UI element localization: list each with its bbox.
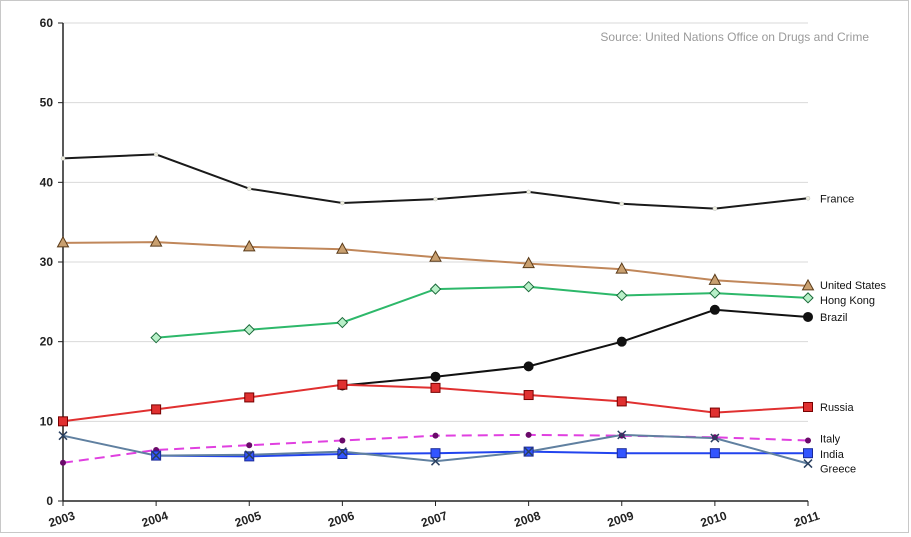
marker-united-states <box>429 250 442 262</box>
marker-hong-kong <box>336 316 349 329</box>
marker-greece <box>803 459 813 469</box>
marker-brazil <box>803 311 813 322</box>
marker-india <box>244 451 255 462</box>
marker-france <box>153 152 159 157</box>
source-note: Source: United Nations Office on Drugs a… <box>600 30 869 44</box>
marker-united-states <box>56 235 70 248</box>
marker-russia <box>151 404 162 415</box>
xtick-label: 2011 <box>792 508 821 529</box>
marker-france <box>526 189 531 195</box>
marker-france <box>340 200 345 206</box>
marker-france <box>619 201 624 207</box>
marker-greece <box>337 447 347 457</box>
marker-greece <box>710 433 720 443</box>
ytick-label: 0 <box>46 494 53 508</box>
marker-russia <box>523 390 534 401</box>
marker-france <box>805 196 811 201</box>
marker-russia <box>337 379 348 390</box>
marker-greece <box>244 450 254 460</box>
series-line-hong-kong <box>156 285 809 339</box>
marker-italy <box>246 442 253 449</box>
marker-india <box>709 448 720 459</box>
series-label-united-states: United States <box>820 280 887 292</box>
xtick-label: 2006 <box>326 508 356 530</box>
marker-greece <box>617 430 627 440</box>
marker-italy <box>60 459 66 466</box>
series-label-india: India <box>820 449 845 461</box>
marker-greece <box>430 456 441 466</box>
xtick-label: 2004 <box>140 508 170 530</box>
marker-russia <box>430 382 441 393</box>
marker-russia <box>58 416 68 427</box>
marker-france <box>433 196 438 202</box>
ytick-label: 50 <box>40 96 54 110</box>
xtick-label: 2008 <box>513 508 543 530</box>
ytick-label: 60 <box>40 16 54 30</box>
marker-hong-kong <box>802 292 814 304</box>
marker-greece <box>524 447 534 457</box>
series-label-greece: Greece <box>820 464 856 476</box>
marker-hong-kong <box>616 289 628 302</box>
marker-united-states <box>522 256 535 269</box>
marker-brazil <box>430 371 441 382</box>
marker-russia <box>803 401 813 412</box>
marker-hong-kong <box>709 287 721 299</box>
marker-france <box>60 156 66 161</box>
marker-united-states <box>801 278 815 291</box>
marker-france <box>712 206 718 211</box>
series-markers <box>56 152 815 469</box>
marker-greece <box>151 451 161 461</box>
marker-italy <box>432 432 439 439</box>
marker-united-states <box>242 239 256 252</box>
series-label-brazil: Brazil <box>820 312 848 324</box>
marker-brazil <box>523 361 534 372</box>
marker-russia <box>616 396 627 407</box>
series-line-united-states <box>62 241 809 287</box>
marker-united-states <box>615 262 629 274</box>
series-line-india <box>156 450 808 458</box>
marker-hong-kong <box>522 280 535 293</box>
series-line-brazil <box>342 308 809 387</box>
series-label-france: France <box>820 193 854 205</box>
series-labels: France United States Hong Kong Brazil Russia… <box>820 193 887 475</box>
series-label-russia: Russia <box>820 402 855 414</box>
marker-hong-kong <box>150 331 162 344</box>
marker-russia <box>709 407 720 418</box>
series-label-hong-kong: Hong Kong <box>820 295 875 307</box>
marker-greece <box>58 431 68 441</box>
marker-hong-kong <box>429 283 442 295</box>
marker-italy <box>805 437 811 444</box>
marker-india <box>337 448 348 459</box>
xtick-label: 2009 <box>606 508 636 530</box>
marker-russia <box>244 392 255 403</box>
xtick-label: 2010 <box>699 508 729 530</box>
marker-brazil <box>709 304 720 315</box>
marker-brazil <box>616 336 627 347</box>
marker-india <box>430 448 441 459</box>
series-label-italy: Italy <box>820 433 841 445</box>
ytick-label: 20 <box>40 335 54 349</box>
marker-united-states <box>336 242 349 254</box>
xtick-label: 2003 <box>47 508 77 530</box>
xtick-label: 2007 <box>419 508 449 530</box>
marker-india <box>616 448 627 459</box>
marker-united-states <box>149 235 163 247</box>
ytick-label: 10 <box>40 414 54 428</box>
ytick-label: 30 <box>40 255 54 269</box>
ytick-label: 40 <box>40 175 54 189</box>
xtick-label: 2005 <box>233 508 263 530</box>
marker-italy <box>339 437 346 444</box>
marker-france <box>247 186 252 191</box>
marker-hong-kong <box>243 324 255 336</box>
marker-united-states <box>708 273 722 285</box>
gridlines <box>63 22 808 422</box>
marker-italy <box>525 431 532 438</box>
marker-india <box>803 448 813 459</box>
